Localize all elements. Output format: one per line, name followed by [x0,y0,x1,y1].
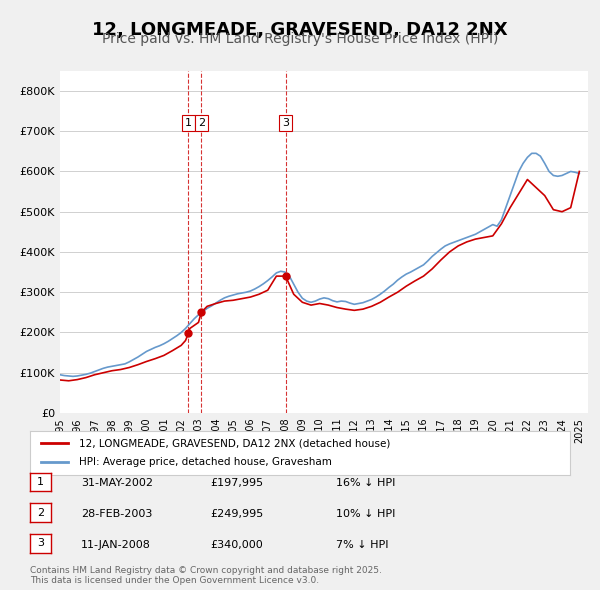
Text: £340,000: £340,000 [210,540,263,549]
Text: 3: 3 [37,539,44,548]
Text: 31-MAY-2002: 31-MAY-2002 [81,478,153,488]
Text: 2: 2 [37,508,44,517]
Text: 28-FEB-2003: 28-FEB-2003 [81,509,152,519]
Text: 7% ↓ HPI: 7% ↓ HPI [336,540,389,549]
Text: HPI: Average price, detached house, Gravesham: HPI: Average price, detached house, Grav… [79,457,331,467]
Text: 2: 2 [197,118,205,128]
Text: Contains HM Land Registry data © Crown copyright and database right 2025.
This d: Contains HM Land Registry data © Crown c… [30,566,382,585]
Text: 1: 1 [185,118,192,128]
Text: £197,995: £197,995 [210,478,263,488]
Text: 10% ↓ HPI: 10% ↓ HPI [336,509,395,519]
Text: 12, LONGMEADE, GRAVESEND, DA12 2NX: 12, LONGMEADE, GRAVESEND, DA12 2NX [92,21,508,39]
Text: 1: 1 [37,477,44,487]
Text: Price paid vs. HM Land Registry's House Price Index (HPI): Price paid vs. HM Land Registry's House … [102,32,498,47]
Text: 16% ↓ HPI: 16% ↓ HPI [336,478,395,488]
Text: £249,995: £249,995 [210,509,263,519]
Text: 12, LONGMEADE, GRAVESEND, DA12 2NX (detached house): 12, LONGMEADE, GRAVESEND, DA12 2NX (deta… [79,438,390,448]
Text: 11-JAN-2008: 11-JAN-2008 [81,540,151,549]
Text: 3: 3 [282,118,289,128]
